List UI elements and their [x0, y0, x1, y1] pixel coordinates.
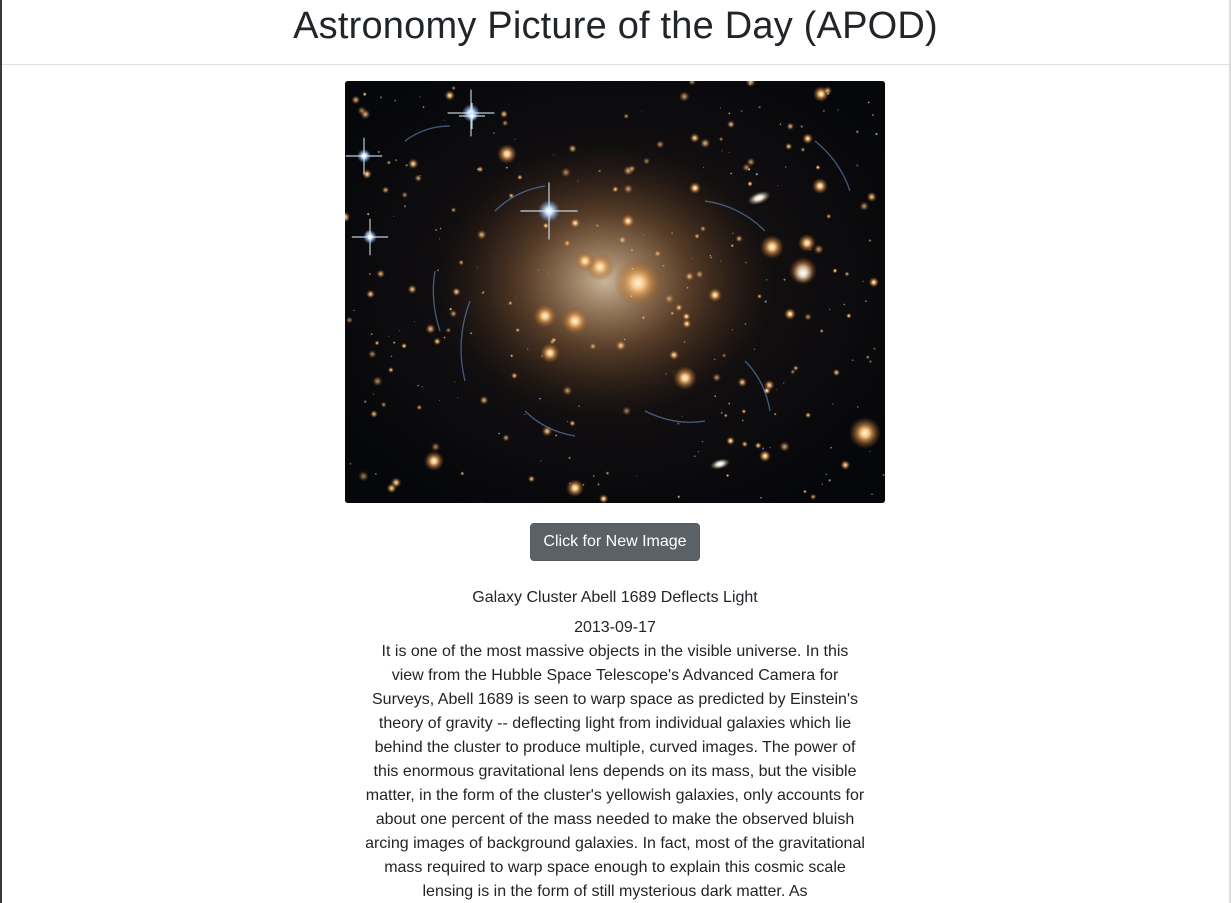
- apod-explanation: It is one of the most massive objects in…: [365, 643, 865, 900]
- apod-title: Galaxy Cluster Abell 1689 Deflects Light: [472, 589, 758, 606]
- page-title: Astronomy Picture of the Day (APOD): [293, 5, 938, 47]
- window-right-border: [1229, 0, 1231, 903]
- new-image-button[interactable]: Click for New Image: [530, 523, 700, 561]
- apod-image: [345, 81, 885, 503]
- apod-date: 2013-09-17: [574, 619, 656, 636]
- page-header: Astronomy Picture of the Day (APOD): [2, 0, 1229, 65]
- window-left-border: [0, 0, 2, 903]
